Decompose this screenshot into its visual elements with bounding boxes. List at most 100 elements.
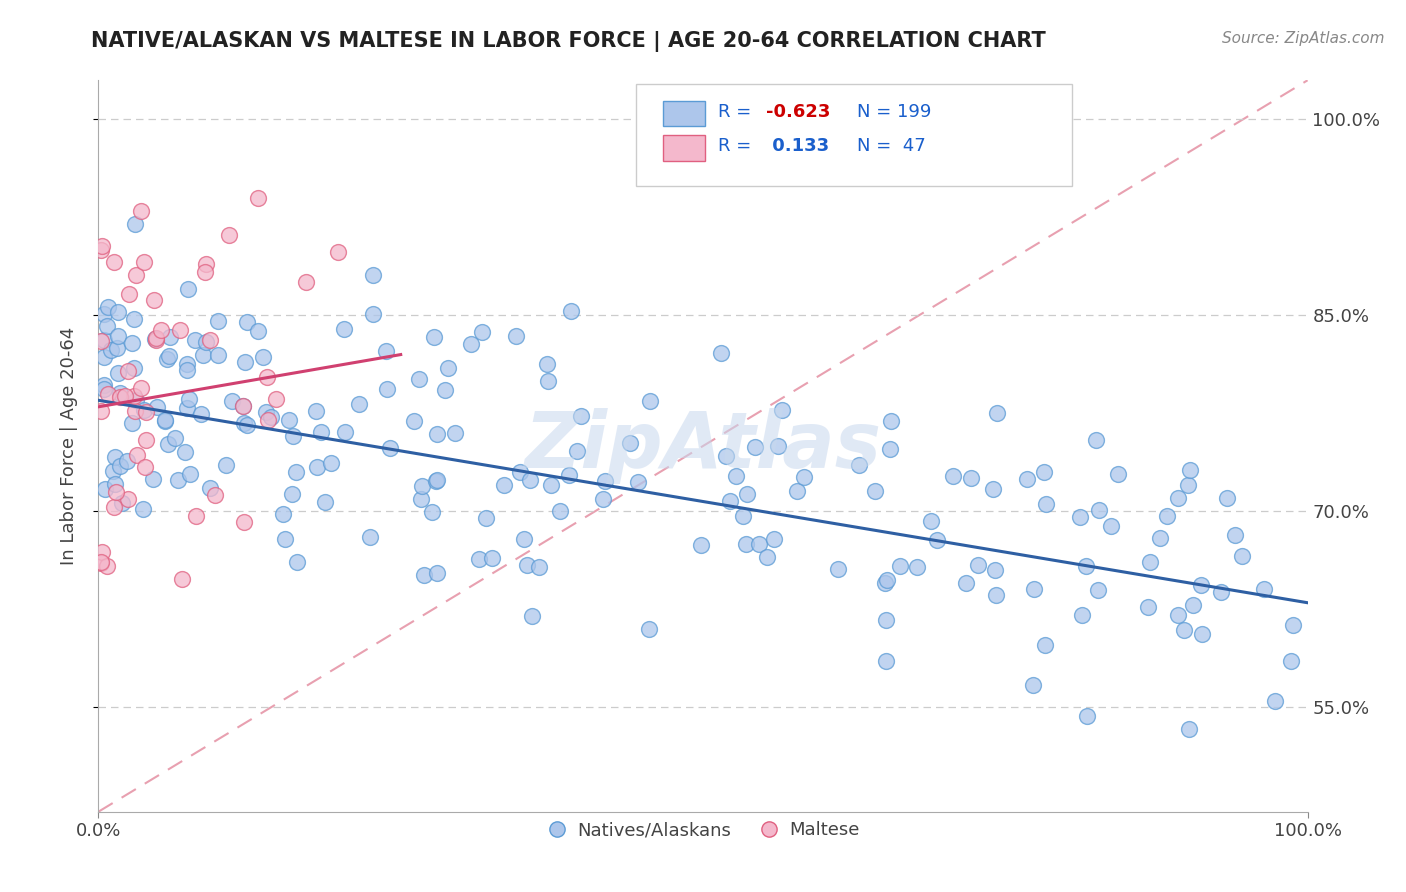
- Point: [1156, 509, 1178, 524]
- Point: [256, 413, 278, 427]
- Point: [124, 217, 146, 231]
- Point: [718, 494, 741, 508]
- Point: [281, 428, 304, 442]
- Point: [984, 563, 1007, 577]
- Point: [319, 456, 342, 470]
- Point: [103, 500, 125, 514]
- Point: [1076, 559, 1098, 574]
- Point: [108, 459, 131, 474]
- Point: [827, 562, 849, 576]
- Point: [121, 416, 143, 430]
- Point: [375, 382, 398, 396]
- Point: [1167, 608, 1189, 623]
- Point: [557, 467, 579, 482]
- Point: [232, 399, 254, 413]
- Point: [107, 305, 129, 319]
- Point: [714, 449, 737, 463]
- Point: [142, 472, 165, 486]
- Point: [425, 474, 447, 488]
- Point: [420, 504, 443, 518]
- Text: Source: ZipAtlas.com: Source: ZipAtlas.com: [1222, 31, 1385, 46]
- Point: [516, 558, 538, 573]
- Point: [93, 378, 115, 392]
- Point: [505, 328, 527, 343]
- Point: [114, 388, 136, 402]
- Point: [278, 413, 301, 427]
- Legend: Natives/Alaskans, Maltese: Natives/Alaskans, Maltese: [540, 814, 866, 847]
- Point: [204, 488, 226, 502]
- Point: [735, 487, 758, 501]
- Point: [967, 558, 990, 572]
- Point: [960, 471, 983, 485]
- Point: [200, 334, 222, 348]
- Y-axis label: In Labor Force | Age 20-64: In Labor Force | Age 20-64: [59, 326, 77, 566]
- Point: [481, 551, 503, 566]
- Point: [179, 467, 201, 481]
- Point: [153, 414, 176, 428]
- Point: [233, 355, 256, 369]
- Point: [194, 258, 217, 272]
- Point: [1099, 518, 1122, 533]
- Point: [770, 403, 793, 417]
- Point: [1107, 467, 1129, 481]
- Point: [1076, 709, 1098, 723]
- Point: [927, 533, 949, 547]
- Point: [1087, 503, 1109, 517]
- Point: [218, 228, 240, 243]
- Point: [468, 552, 491, 566]
- Point: [848, 458, 870, 472]
- Point: [274, 533, 297, 547]
- Point: [1230, 549, 1253, 564]
- Point: [90, 243, 112, 257]
- Point: [361, 307, 384, 321]
- Point: [880, 415, 903, 429]
- Point: [1069, 509, 1091, 524]
- Point: [619, 435, 641, 450]
- Point: [889, 559, 911, 574]
- Point: [756, 549, 779, 564]
- Point: [93, 334, 115, 348]
- Point: [941, 469, 963, 483]
- Text: R =: R =: [717, 103, 756, 120]
- Point: [159, 330, 181, 344]
- Point: [104, 477, 127, 491]
- Point: [1136, 600, 1159, 615]
- Point: [1033, 465, 1056, 479]
- Point: [163, 431, 186, 445]
- Point: [174, 444, 197, 458]
- Point: [519, 473, 541, 487]
- Point: [134, 254, 156, 268]
- Point: [122, 389, 145, 403]
- Point: [560, 303, 582, 318]
- Point: [129, 382, 152, 396]
- Point: [786, 484, 808, 499]
- Point: [1167, 491, 1189, 505]
- Point: [1035, 497, 1057, 511]
- Point: [768, 439, 790, 453]
- Point: [955, 576, 977, 591]
- Point: [413, 567, 436, 582]
- Point: [876, 574, 898, 588]
- Point: [734, 536, 756, 550]
- Point: [494, 478, 516, 492]
- Point: [90, 404, 112, 418]
- Point: [247, 191, 270, 205]
- Point: [127, 448, 149, 462]
- Text: R =: R =: [717, 137, 756, 155]
- Point: [1033, 638, 1056, 652]
- Point: [460, 337, 482, 351]
- Point: [1087, 582, 1109, 597]
- Point: [986, 588, 1008, 602]
- Point: [1139, 555, 1161, 569]
- Point: [236, 417, 259, 432]
- Point: [333, 322, 356, 336]
- Point: [1178, 723, 1201, 737]
- Point: [333, 425, 356, 440]
- Text: NATIVE/ALASKAN VS MALTESE IN LABOR FORCE | AGE 20-64 CORRELATION CHART: NATIVE/ALASKAN VS MALTESE IN LABOR FORCE…: [91, 31, 1046, 53]
- FancyBboxPatch shape: [664, 135, 706, 161]
- Point: [1084, 433, 1107, 447]
- Point: [124, 268, 146, 283]
- Point: [285, 465, 308, 479]
- Point: [177, 392, 200, 406]
- Point: [375, 343, 398, 358]
